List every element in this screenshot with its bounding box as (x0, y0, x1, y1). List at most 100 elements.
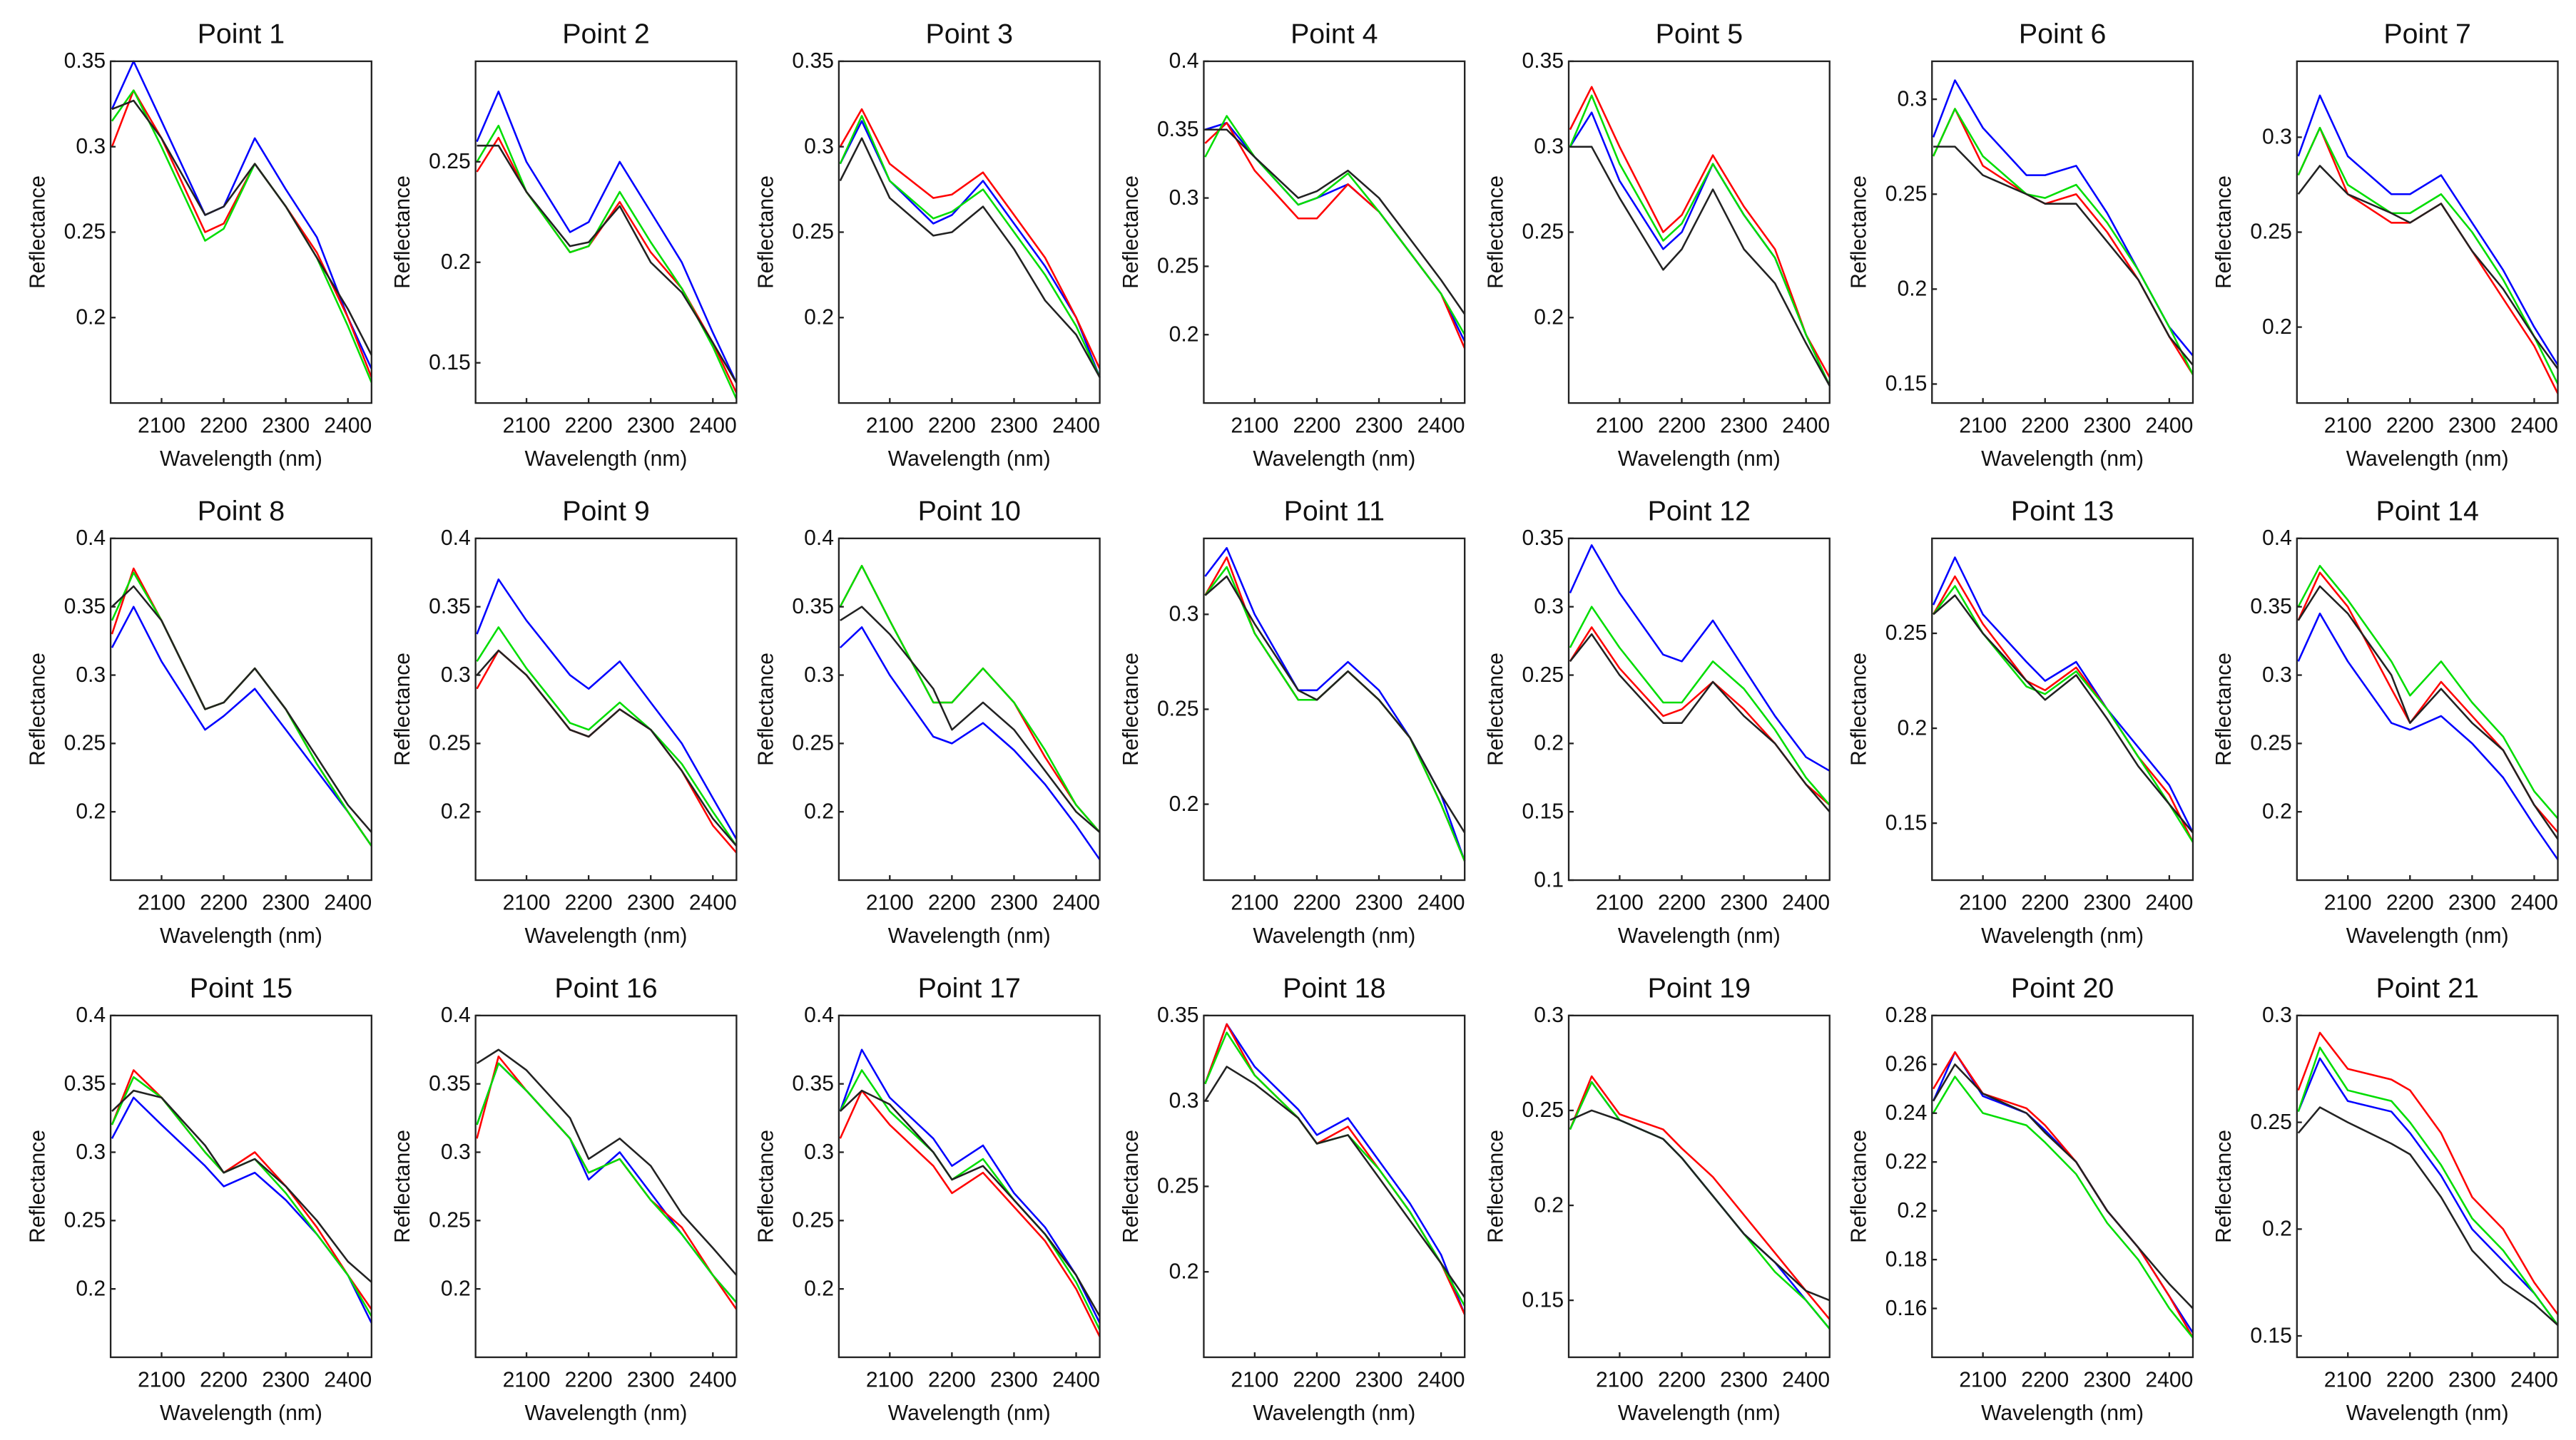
y-tick-label: 0.25 (64, 220, 106, 244)
x-tick-label: 2100 (503, 892, 551, 915)
subplot-title: Point 19 (1648, 972, 1751, 1004)
x-axis-label: Wavelength (nm) (160, 924, 322, 948)
series-line-green (111, 89, 372, 383)
series-line-black (2297, 1106, 2559, 1327)
x-tick-label: 2300 (627, 414, 675, 438)
series-line-black (1205, 128, 1466, 315)
x-axis-label: Wavelength (nm) (2346, 447, 2509, 471)
series-line-black (839, 1089, 1101, 1317)
y-tick-label: 0.25 (429, 1209, 471, 1232)
x-tick-label: 2200 (928, 414, 976, 438)
x-tick-label: 2400 (2510, 414, 2558, 438)
y-tick-label: 0.25 (792, 220, 834, 244)
x-tick-label: 2100 (2324, 414, 2372, 438)
plot-frame (1931, 1014, 2194, 1359)
y-axis-label: Reflectance (1484, 653, 1507, 766)
series-line-black (476, 1048, 738, 1276)
x-tick-label: 2200 (1293, 414, 1340, 438)
plot-frame (1203, 60, 1466, 404)
series-line-blue (1204, 121, 1466, 342)
series-line-black (111, 99, 372, 356)
y-tick-label: 0.35 (64, 595, 106, 618)
y-tick-label: 0.25 (2250, 1110, 2292, 1134)
x-tick-label: 2300 (627, 892, 675, 915)
plot-frame (1203, 537, 1466, 882)
plot-frame (838, 1014, 1101, 1359)
series-line-red (839, 1089, 1101, 1337)
subplot-point-3: Point 3 2100 2200 2300 2400 0.2 0.25 0.3 0.35 Wav… (754, 18, 1101, 471)
y-tick-label: 0.25 (792, 1209, 834, 1232)
y-tick-label: 0.15 (1885, 372, 1928, 396)
series-line-blue (111, 1096, 372, 1324)
y-tick-label: 0.35 (792, 49, 834, 73)
x-tick-label: 2200 (1293, 1369, 1340, 1392)
x-tick-label: 2100 (1596, 1369, 1644, 1392)
x-tick-label: 2400 (324, 1369, 372, 1392)
y-tick-label: 0.26 (1885, 1053, 1928, 1076)
y-axis-label: Reflectance (391, 653, 414, 766)
series-line-green (111, 1076, 372, 1317)
y-tick-label: 0.35 (1157, 118, 1199, 141)
x-tick-label: 2100 (1959, 414, 2007, 438)
y-tick-label: 0.3 (1169, 603, 1199, 626)
y-tick-label: 0.2 (76, 800, 106, 823)
y-tick-label: 0.25 (1157, 255, 1199, 278)
x-tick-label: 2300 (1355, 892, 1403, 915)
x-tick-label: 2100 (503, 1369, 551, 1392)
subplot-point-5: Point 5 2100 2200 2300 2400 0.2 0.25 0.3 0.35 Wav… (1484, 18, 1831, 471)
y-tick-label: 0.18 (1885, 1247, 1928, 1271)
x-tick-label: 2100 (138, 414, 185, 438)
x-axis-label: Wavelength (nm) (1618, 1401, 1781, 1425)
y-tick-label: 0.2 (1169, 1260, 1199, 1283)
series-line-red (476, 649, 738, 854)
y-tick-label: 0.25 (64, 732, 106, 755)
y-tick-label: 0.22 (1885, 1150, 1928, 1173)
y-axis-label: Reflectance (2212, 175, 2236, 289)
y-tick-label: 0.2 (804, 800, 834, 823)
y-axis-label: Reflectance (391, 1130, 414, 1243)
subplot-point-15: Point 15 2100 2200 2300 2400 0.2 0.25 0.3 0.35 0.… (26, 972, 372, 1425)
y-tick-label: 0.2 (1897, 1199, 1927, 1222)
x-tick-label: 2100 (1959, 892, 2007, 915)
series-line-red (1569, 86, 1831, 378)
y-tick-label: 0.3 (1169, 186, 1199, 210)
y-tick-label: 0.35 (792, 595, 834, 618)
y-axis-label: Reflectance (2212, 1130, 2236, 1243)
x-axis-label: Wavelength (nm) (1618, 924, 1781, 948)
x-tick-label: 2200 (1658, 892, 1706, 915)
series-line-green (2297, 126, 2559, 385)
series-line-red (111, 1069, 372, 1310)
subplot-title: Point 14 (2376, 495, 2478, 526)
x-tick-label: 2300 (1720, 1369, 1768, 1392)
x-tick-label: 2200 (2386, 414, 2434, 438)
series-line-black (840, 606, 1101, 833)
x-tick-label: 2400 (1052, 1369, 1100, 1392)
plot-frame (474, 60, 738, 404)
x-tick-label: 2200 (2021, 414, 2069, 438)
x-axis-label: Wavelength (nm) (1981, 1401, 2144, 1425)
y-tick-label: 0.25 (1157, 1175, 1199, 1198)
plot-frame (1203, 1014, 1466, 1359)
x-tick-label: 2200 (1658, 1369, 1706, 1392)
x-tick-label: 2400 (1782, 414, 1830, 438)
x-tick-label: 2100 (503, 414, 551, 438)
y-axis-label: Reflectance (754, 175, 778, 289)
series-line-blue (2297, 612, 2559, 861)
subplot-point-11: Point 11 2100 2200 2300 2400 0.2 0.25 0.3 Wavele… (1119, 495, 1466, 948)
series-line-green (2297, 565, 2559, 819)
series-line-green (1204, 566, 1466, 862)
y-tick-label: 0.25 (1885, 621, 1928, 645)
plot-frame (474, 537, 738, 882)
x-axis-label: Wavelength (nm) (1981, 447, 2144, 471)
y-tick-label: 0.4 (2262, 526, 2292, 550)
x-tick-label: 2400 (2145, 1369, 2193, 1392)
subplot-title: Point 11 (1284, 495, 1385, 526)
x-tick-label: 2300 (2448, 414, 2496, 438)
plot-frame (109, 60, 372, 404)
x-tick-label: 2200 (2021, 1369, 2069, 1392)
y-axis-label: Reflectance (754, 653, 778, 766)
x-axis-label: Wavelength (nm) (888, 1401, 1051, 1425)
y-tick-label: 0.2 (1169, 322, 1199, 346)
series-line-blue (476, 1062, 738, 1304)
x-axis-label: Wavelength (nm) (525, 447, 688, 471)
